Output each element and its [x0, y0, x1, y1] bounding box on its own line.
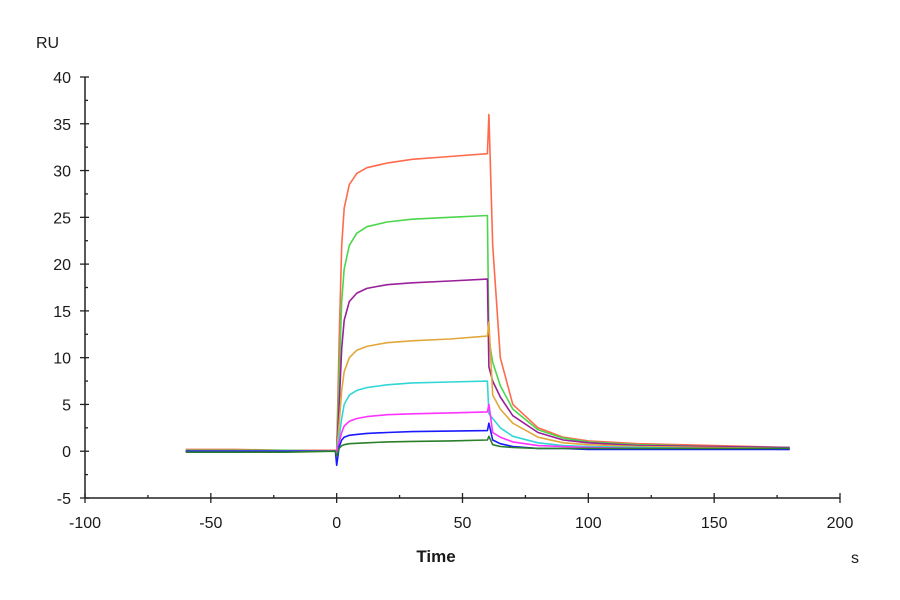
y-tick-label: 20 — [53, 257, 71, 274]
x-tick-label: 200 — [827, 515, 854, 532]
x-axis-unit: s — [851, 550, 859, 567]
x-tick-label: -100 — [69, 515, 101, 532]
series-line-series-7 — [185, 422, 790, 467]
x-tick-label: 0 — [332, 515, 341, 532]
y-tick-label: 25 — [53, 210, 71, 227]
y-tick-label: 35 — [53, 117, 71, 134]
x-tick-label: 50 — [454, 515, 472, 532]
series-layer — [185, 113, 790, 467]
y-tick-label: 40 — [53, 70, 71, 87]
y-tick-label: 5 — [62, 397, 71, 414]
y-tick-label: 10 — [53, 351, 71, 368]
y-tick-label: 0 — [62, 444, 71, 461]
y-axis-label: RU — [36, 35, 59, 52]
series-line-series-6 — [185, 403, 790, 452]
x-tick-label: 150 — [701, 515, 728, 532]
x-tick-label: 100 — [575, 515, 602, 532]
x-tick-label: -50 — [199, 515, 222, 532]
y-tick-label: 15 — [53, 304, 71, 321]
series-line-series-8 — [185, 435, 790, 457]
y-tick-label: 30 — [53, 164, 71, 181]
x-axis-title: Time — [416, 547, 455, 566]
axes — [84, 77, 840, 499]
y-tick-label: -5 — [57, 491, 71, 508]
